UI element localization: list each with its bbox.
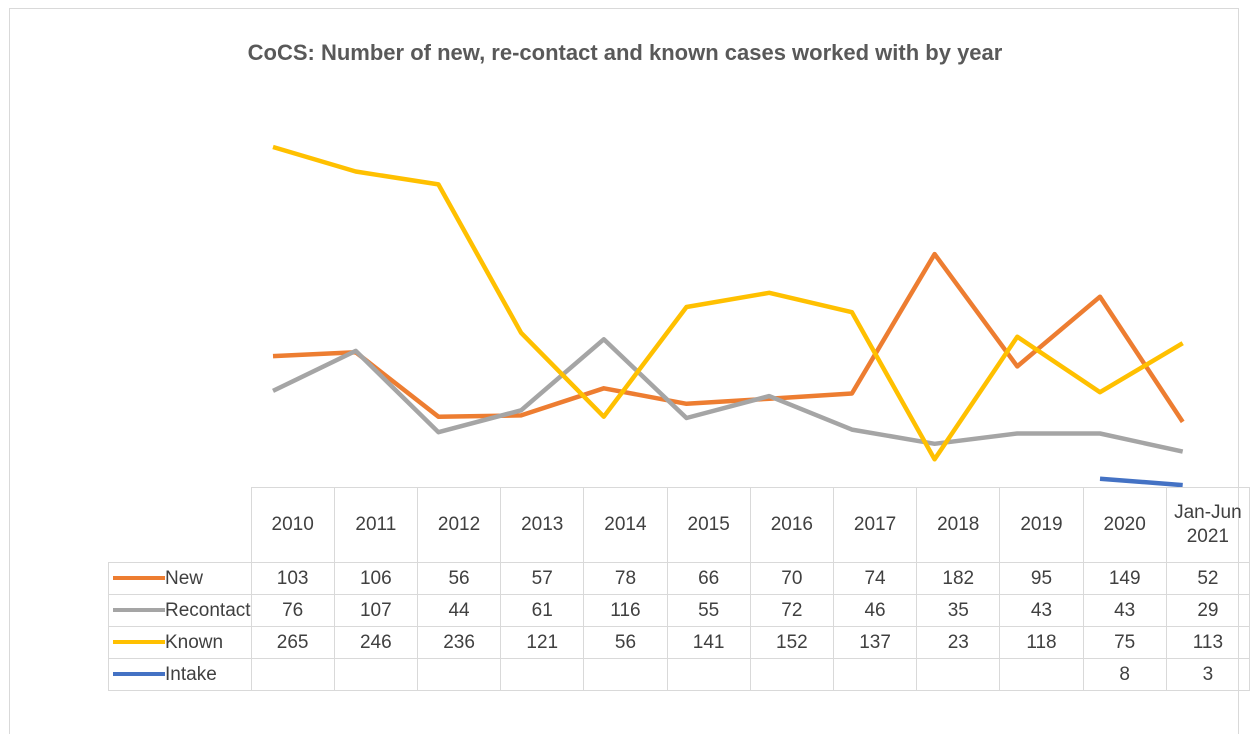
legend-label: Intake <box>165 663 217 685</box>
legend-label: New <box>165 567 204 589</box>
chart-title: CoCS: Number of new, re-contact and know… <box>247 40 1003 65</box>
category-label: 2015 <box>666 487 751 563</box>
value-label: 141 <box>666 626 751 659</box>
category-label: 2020 <box>1082 487 1167 563</box>
value-label: 246 <box>333 626 418 659</box>
category-label: 2011 <box>333 487 418 563</box>
category-label: 2019 <box>999 487 1084 563</box>
value-label: 35 <box>916 594 1001 627</box>
value-label: 3 <box>1165 658 1250 691</box>
corner-cell <box>108 487 252 563</box>
category-label: 2016 <box>749 487 834 563</box>
empty-cell <box>999 658 1084 691</box>
value-label: 113 <box>1165 626 1250 659</box>
category-label: 2014 <box>583 487 668 563</box>
value-label: 265 <box>250 626 335 659</box>
empty-cell <box>666 658 751 691</box>
series-row: Intake 8 3 <box>108 658 1250 691</box>
value-label: 43 <box>1082 594 1167 627</box>
data-table: 2010 2011 2012 2013 2014 2015 2016 2017 2018 2019… <box>108 487 1250 691</box>
value-label: 55 <box>666 594 751 627</box>
empty-cell <box>916 658 1001 691</box>
category-label: 2012 <box>416 487 502 563</box>
series-row: Known 265 246 236 121 56 141 152 137 23 118 75 113 <box>108 626 1250 659</box>
value-label: 70 <box>749 562 834 595</box>
value-label: 56 <box>416 562 502 595</box>
value-label: 61 <box>500 594 585 627</box>
legend-cell: Recontact <box>108 594 252 627</box>
value-label: 29 <box>1165 594 1250 627</box>
value-label: 57 <box>500 562 585 595</box>
value-label: 52 <box>1165 562 1250 595</box>
value-label: 43 <box>999 594 1084 627</box>
value-label: 76 <box>250 594 335 627</box>
value-label: 56 <box>583 626 668 659</box>
legend-key <box>113 576 165 581</box>
value-label: 152 <box>749 626 834 659</box>
value-label: 236 <box>416 626 502 659</box>
value-label: 23 <box>916 626 1001 659</box>
value-label: 95 <box>999 562 1084 595</box>
value-label: 46 <box>832 594 918 627</box>
value-label: 106 <box>333 562 418 595</box>
value-label: 74 <box>832 562 918 595</box>
empty-cell <box>333 658 418 691</box>
value-label: 121 <box>500 626 585 659</box>
legend-cell: New <box>108 562 252 595</box>
value-label: 78 <box>583 562 668 595</box>
value-label: 149 <box>1082 562 1167 595</box>
category-label: 2010 <box>250 487 335 563</box>
legend-key <box>113 640 165 645</box>
legend-label: Known <box>165 631 224 653</box>
empty-cell <box>749 658 834 691</box>
empty-cell <box>500 658 585 691</box>
series-row: New 103 106 56 57 78 66 70 74 182 95 149 52 <box>108 562 1250 595</box>
value-label: 137 <box>832 626 918 659</box>
legend-label: Recontact <box>165 599 251 621</box>
series-line <box>272 251 1185 424</box>
category-label: 2018 <box>916 487 1001 563</box>
legend-key <box>113 672 165 677</box>
value-label: 72 <box>749 594 834 627</box>
empty-cell <box>832 658 918 691</box>
value-label: 116 <box>583 594 668 627</box>
category-label: Jan-Jun 2021 <box>1165 487 1250 563</box>
category-label: 2017 <box>832 487 918 563</box>
value-label: 44 <box>416 594 502 627</box>
legend-cell: Known <box>108 626 252 659</box>
chart-frame <box>9 8 1239 734</box>
legend-key <box>113 608 165 613</box>
empty-cell <box>250 658 335 691</box>
empty-cell <box>416 658 502 691</box>
value-label: 103 <box>250 562 335 595</box>
value-label: 75 <box>1082 626 1167 659</box>
value-label: 182 <box>916 562 1001 595</box>
value-label: 66 <box>666 562 751 595</box>
value-label: 107 <box>333 594 418 627</box>
header-row: 2010 2011 2012 2013 2014 2015 2016 2017 2018 2019… <box>108 487 1250 563</box>
series-line <box>272 144 1184 462</box>
empty-cell <box>583 658 668 691</box>
category-label: 2013 <box>500 487 585 563</box>
series-line <box>272 337 1184 454</box>
legend-cell: Intake <box>108 658 252 691</box>
series-line <box>1099 476 1183 488</box>
value-label: 8 <box>1082 658 1167 691</box>
series-row: Recontact 76 107 44 61 116 55 72 46 35 43 43 29 <box>108 594 1250 627</box>
value-label: 118 <box>999 626 1084 659</box>
